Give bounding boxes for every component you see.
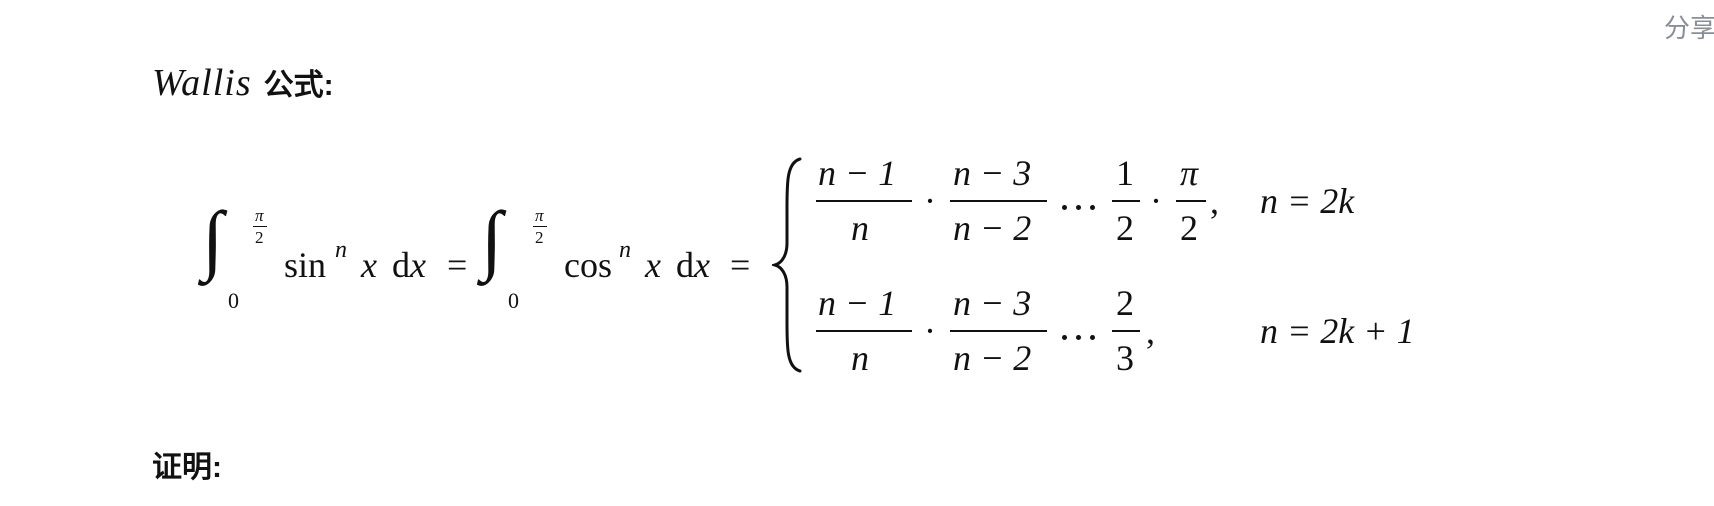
case-odd-f2-numerator: n − 3 [953,283,1032,323]
wallis-name: Wallis [152,62,252,104]
case-even-cdot: · [1150,181,1162,221]
case-odd-f3-denominator: 3 [1116,338,1134,378]
case-even-f4-bar [1176,200,1206,202]
case-odd-f2-denominator: n − 2 [953,338,1032,378]
formula-suffix: 公式 [263,69,324,102]
sin-variable: x [361,245,377,285]
case-even-f1-bar [816,200,912,202]
case-even-comma: , [1210,181,1219,221]
sin-function: sin [284,245,327,285]
case-odd-comma: , [1146,311,1155,351]
case-odd-cdot: · [924,311,936,351]
case-even-cdot: · [924,181,936,221]
sin-power: n [335,237,347,263]
cos-differential: d [676,245,694,285]
integral-sign: ∫ [202,195,224,282]
case-even-f2-denominator: n − 2 [953,208,1032,248]
sin-differential-variable: x [410,245,426,285]
heading-colon: : [323,69,334,102]
case-odd-f1-denominator: n [851,338,869,378]
equals-sign-2: = [730,245,751,285]
cos-differential-variable: x [694,245,710,285]
case-even-f2-bar [950,200,1047,202]
case-even-f4-numerator: π [1180,153,1199,193]
upper-limit-bar [533,226,547,227]
case-odd-condition: n = 2k + 1 [1260,311,1415,351]
lower-limit: 0 [508,288,519,313]
share-link[interactable]: 分享 [1664,13,1714,43]
upper-limit-bar [253,226,267,227]
upper-limit-denominator: 2 [535,228,544,247]
left-brace [772,157,802,373]
upper-limit-denominator: 2 [255,228,264,247]
lower-limit: 0 [228,288,239,313]
case-even-f1-numerator: n − 1 [818,153,897,193]
integral-sign: ∫ [481,195,503,282]
case-odd-ellipsis-dot [1090,335,1095,340]
case-odd-ellipsis-dot [1062,335,1067,340]
sin-differential: d [392,245,410,285]
case-odd-f1-numerator: n − 1 [818,283,897,323]
case-even-ellipsis-dot [1076,205,1081,210]
case-even-f2-numerator: n − 3 [953,153,1032,193]
case-even-f1-denominator: n [851,208,869,248]
case-even-f3-bar [1112,200,1140,202]
case-even-f3-numerator: 1 [1116,153,1134,193]
case-odd-f1-bar [816,330,912,332]
proof-heading: 证明: [152,451,222,484]
page-title: Wallis 公式 : [152,60,334,104]
case-odd-f3-bar [1112,330,1140,332]
case-odd-f2-bar [950,330,1047,332]
equals-sign-1: = [447,245,468,285]
case-even-ellipsis-dot [1090,205,1095,210]
case-even-f3-denominator: 2 [1116,208,1134,248]
case-odd-f3-numerator: 2 [1116,283,1134,323]
cos-function: cos [564,245,612,285]
upper-limit-numerator: π [535,206,544,225]
case-even-condition: n = 2k [1260,181,1355,221]
upper-limit-numerator: π [255,206,264,225]
case-odd-ellipsis-dot [1076,335,1081,340]
case-even-f4-denominator: 2 [1180,208,1198,248]
cos-variable: x [645,245,661,285]
case-even-ellipsis-dot [1062,205,1067,210]
cos-power: n [619,237,631,263]
